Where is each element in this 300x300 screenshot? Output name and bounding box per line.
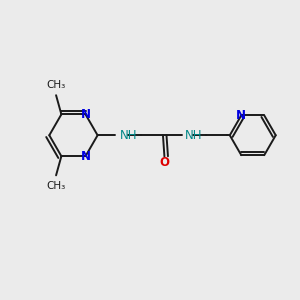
Text: N: N xyxy=(80,108,91,121)
Text: NH: NH xyxy=(185,129,202,142)
Text: N: N xyxy=(80,150,91,163)
Text: CH₃: CH₃ xyxy=(46,80,66,90)
Text: NH: NH xyxy=(120,129,137,142)
Text: CH₃: CH₃ xyxy=(46,181,66,190)
Text: N: N xyxy=(236,109,246,122)
Text: O: O xyxy=(159,157,170,169)
